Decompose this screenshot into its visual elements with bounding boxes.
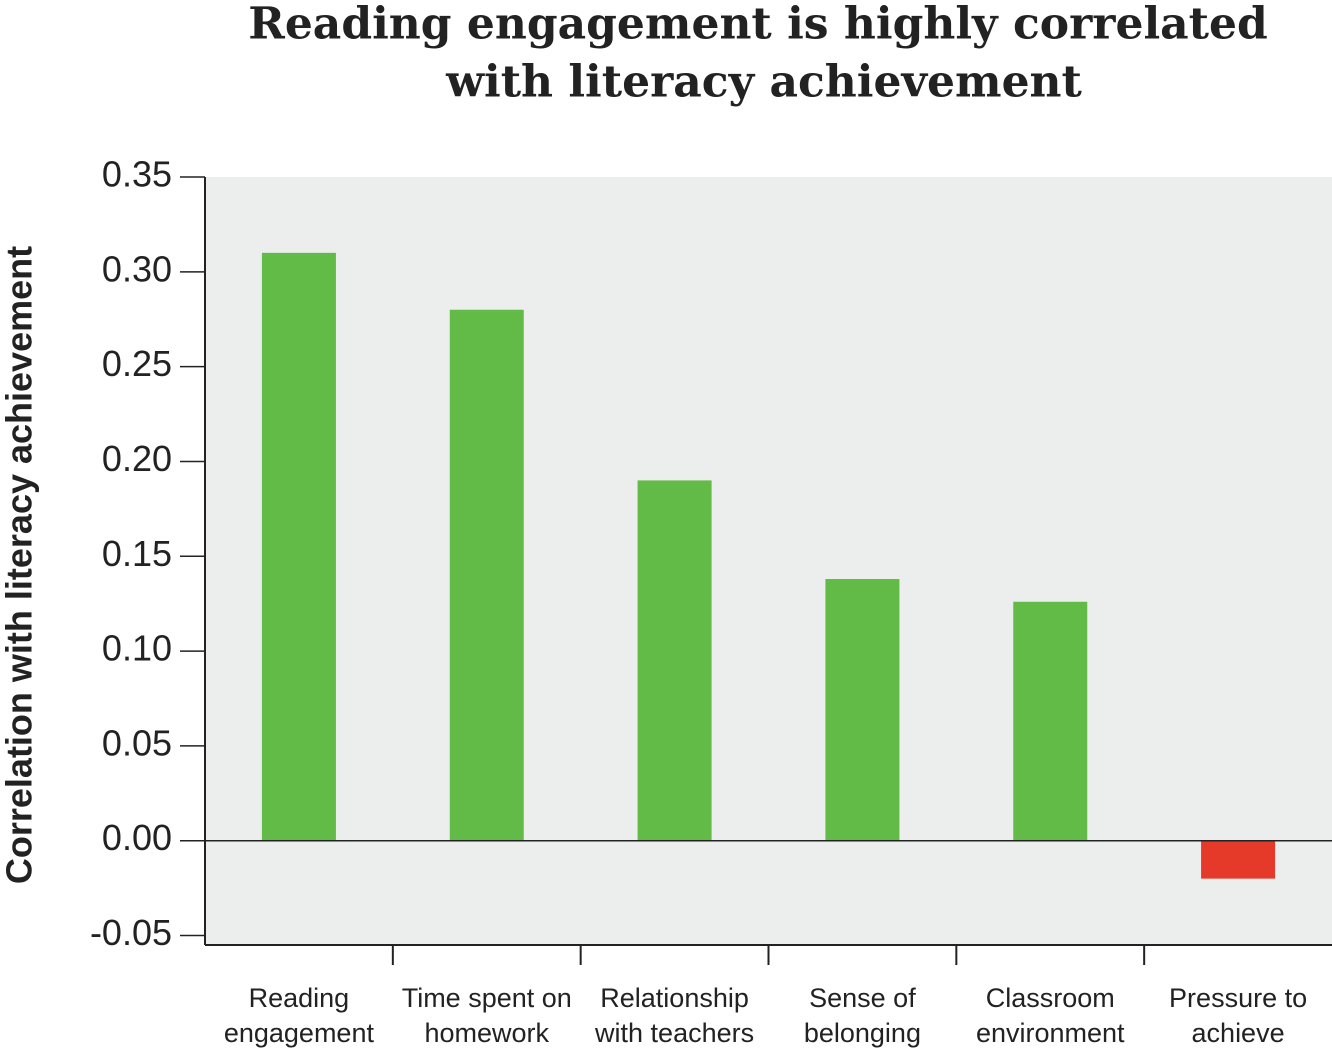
- x-tick-label: with teachers: [594, 1018, 754, 1048]
- bar: [449, 309, 524, 841]
- x-tick-label: Pressure to: [1169, 983, 1307, 1013]
- x-tick-label: homework: [424, 1018, 549, 1048]
- x-tick-label: Sense of: [809, 983, 916, 1013]
- x-tick-label: Time spent on: [402, 983, 572, 1013]
- y-tick-label: 0.35: [102, 154, 172, 195]
- bar: [261, 252, 336, 841]
- x-tick-label: Classroom: [986, 983, 1115, 1013]
- x-tick-label: Relationship: [600, 983, 749, 1013]
- x-tick-label: achieve: [1192, 1018, 1285, 1048]
- bar: [825, 579, 900, 841]
- y-tick-label: 0.00: [102, 817, 172, 858]
- y-tick-label: 0.30: [102, 248, 172, 289]
- y-tick-label: -0.05: [90, 912, 172, 953]
- chart-title: with literacy achievement: [445, 57, 1082, 108]
- x-tick-label: engagement: [224, 1018, 375, 1048]
- y-tick-label: 0.20: [102, 438, 172, 479]
- y-tick-label: 0.05: [102, 722, 172, 763]
- plot-area: [205, 177, 1332, 945]
- y-tick-label: 0.10: [102, 628, 172, 669]
- x-tick-label: Reading: [249, 983, 350, 1013]
- x-tick-label: belonging: [804, 1018, 921, 1048]
- y-tick-label: 0.25: [102, 343, 172, 384]
- bar: [1201, 840, 1276, 879]
- bar: [637, 480, 712, 841]
- y-axis-label: Correlation with literacy achievement: [0, 246, 40, 884]
- bar: [1013, 601, 1088, 841]
- chart-title: Reading engagement is highly correlated: [248, 0, 1268, 50]
- x-tick-label: environment: [976, 1018, 1125, 1048]
- y-tick-label: 0.15: [102, 533, 172, 574]
